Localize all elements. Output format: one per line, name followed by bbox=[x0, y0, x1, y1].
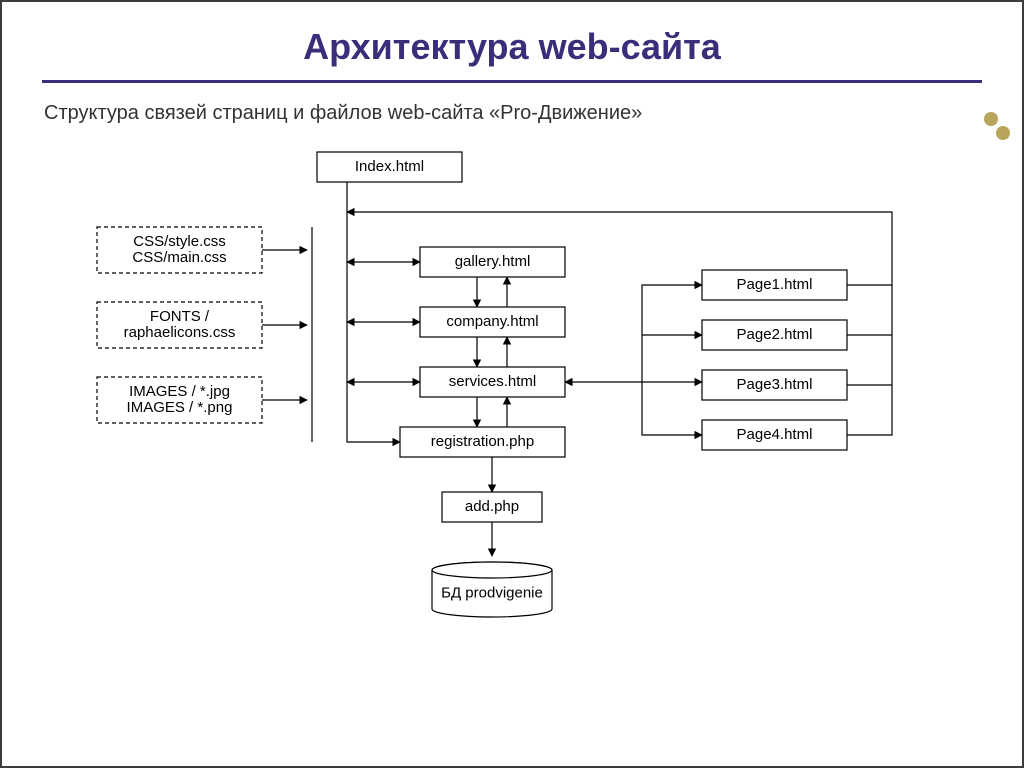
node-label: Page2.html bbox=[737, 326, 813, 343]
node-label: FONTS / bbox=[150, 308, 210, 325]
node-label: services.html bbox=[449, 373, 537, 390]
node-label: CSS/main.css bbox=[132, 249, 226, 266]
node-registration: registration.php bbox=[400, 427, 565, 457]
edge bbox=[642, 382, 702, 435]
edge bbox=[347, 182, 400, 442]
node-page1: Page1.html bbox=[702, 270, 847, 300]
node-label: Page4.html bbox=[737, 426, 813, 443]
edge bbox=[847, 285, 892, 435]
node-label: Page1.html bbox=[737, 276, 813, 293]
node-label: gallery.html bbox=[455, 253, 531, 270]
node-add: add.php bbox=[442, 492, 542, 522]
node-fonts: FONTS /raphaelicons.css bbox=[97, 302, 262, 348]
node-label: raphaelicons.css bbox=[124, 324, 236, 341]
node-page2: Page2.html bbox=[702, 320, 847, 350]
node-label: Page3.html bbox=[737, 376, 813, 393]
node-label: IMAGES / *.png bbox=[127, 399, 233, 416]
node-label: add.php bbox=[465, 498, 519, 515]
node-gallery: gallery.html bbox=[420, 247, 565, 277]
node-label: CSS/style.css bbox=[133, 233, 226, 250]
node-label: БД prodvigenie bbox=[441, 584, 543, 601]
node-index: Index.html bbox=[317, 152, 462, 182]
node-label: company.html bbox=[446, 313, 538, 330]
edge bbox=[565, 285, 702, 382]
node-page3: Page3.html bbox=[702, 370, 847, 400]
node-images: IMAGES / *.jpgIMAGES / *.png bbox=[97, 377, 262, 423]
node-label: IMAGES / *.jpg bbox=[129, 383, 230, 400]
node-company: company.html bbox=[420, 307, 565, 337]
node-label: registration.php bbox=[431, 433, 534, 450]
node-page4: Page4.html bbox=[702, 420, 847, 450]
node-db: БД prodvigenie bbox=[432, 562, 552, 617]
node-services: services.html bbox=[420, 367, 565, 397]
node-css: CSS/style.cssCSS/main.css bbox=[97, 227, 262, 273]
architecture-diagram: Index.html gallery.html company.html servic… bbox=[2, 2, 1024, 768]
node-label: Index.html bbox=[355, 158, 424, 175]
